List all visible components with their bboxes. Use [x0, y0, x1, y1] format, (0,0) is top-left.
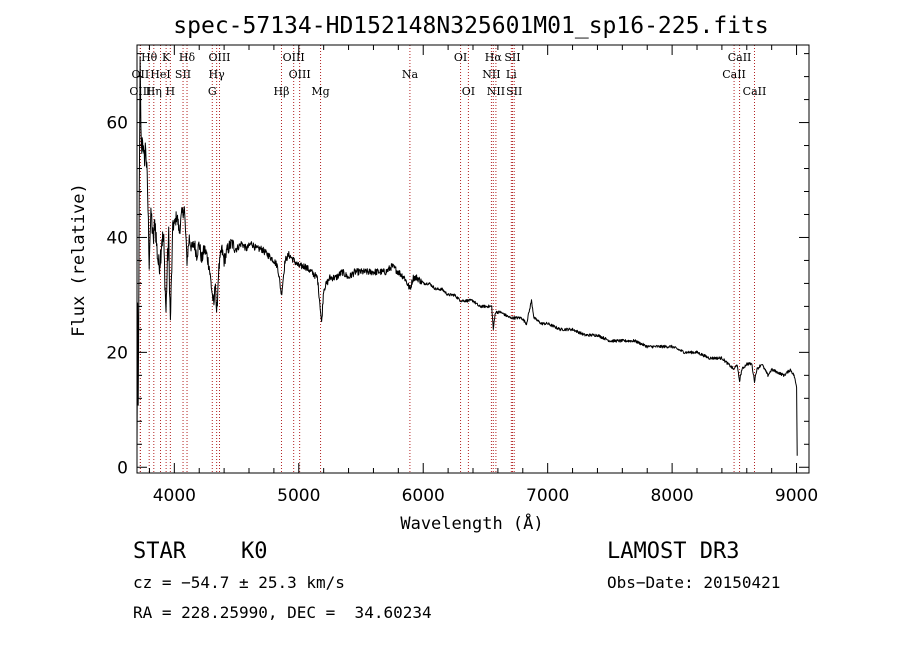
- line-label-g: G: [208, 85, 217, 98]
- x-tick-label: 7000: [526, 486, 569, 506]
- line-label-hδ: Hδ: [179, 51, 196, 64]
- y-axis-label: Flux (relative): [69, 183, 89, 337]
- redshift-velocity: cz = −54.7 ± 25.3 km/s: [133, 573, 345, 592]
- y-tick-label: 0: [117, 458, 128, 478]
- x-axis-label: Wavelength (Å): [400, 512, 543, 534]
- line-label-hα: Hα: [485, 51, 503, 64]
- line-label-hβ: Hβ: [274, 85, 290, 98]
- x-tick-label: 8000: [650, 486, 693, 506]
- y-tick-label: 20: [106, 343, 128, 363]
- y-axis: 0 20 40 60: [106, 53, 809, 478]
- x-tick-label: 6000: [402, 486, 445, 506]
- survey-name: LAMOST DR3: [607, 539, 740, 564]
- ra-dec-coordinates: RA = 228.25990, DEC = 34.60234: [133, 603, 432, 622]
- line-label-oiii: OIII: [208, 51, 230, 64]
- line-label-hei: HeI: [150, 68, 170, 81]
- x-tick-label: 4000: [153, 486, 196, 506]
- x-tick-label: 5000: [277, 486, 320, 506]
- plot-frame: [136, 44, 810, 474]
- line-label-na: Na: [402, 68, 419, 81]
- x-tick-label: 9000: [775, 486, 818, 506]
- y-tick-label: 40: [106, 228, 128, 248]
- line-label-hγ: Hγ: [209, 68, 226, 81]
- line-label-sii: SII: [506, 85, 522, 98]
- line-label-nii: NII: [482, 68, 500, 81]
- line-label-hη: Hη: [146, 85, 162, 98]
- observation-date: Obs−Date: 20150421: [607, 573, 781, 592]
- x-axis: 4000 5000 6000 7000 8000 9000: [148, 45, 818, 506]
- line-label-mg: Mg: [311, 85, 329, 98]
- line-label-caii: CaII: [728, 51, 752, 64]
- line-label-li: Li: [506, 68, 517, 81]
- object-subclass: K0: [241, 539, 268, 564]
- line-label-oi: OI: [462, 85, 475, 98]
- line-label-caii: CaII: [743, 85, 767, 98]
- line-label-oiii: OIII: [289, 68, 311, 81]
- line-label-caii: CaII: [722, 68, 746, 81]
- line-label-hθ: Hθ: [141, 51, 158, 64]
- y-tick-label: 60: [106, 114, 128, 134]
- line-label-oiii: OIII: [283, 51, 305, 64]
- spectrum-line: [136, 56, 798, 456]
- chart-title: spec-57134-HD152148N325601M01_sp16-225.f…: [173, 13, 768, 39]
- spectrum-chart: spec-57134-HD152148N325601M01_sp16-225.f…: [69, 13, 818, 534]
- line-label-sii: SII: [175, 68, 191, 81]
- line-label-oi: OI: [454, 51, 467, 64]
- line-label-h: H: [166, 85, 176, 98]
- object-class: STAR: [133, 539, 186, 564]
- emission-line-markers: [139, 45, 755, 473]
- line-label-nii: NII: [487, 85, 505, 98]
- line-label-k: K: [162, 51, 171, 64]
- line-label-sii: SII: [504, 51, 520, 64]
